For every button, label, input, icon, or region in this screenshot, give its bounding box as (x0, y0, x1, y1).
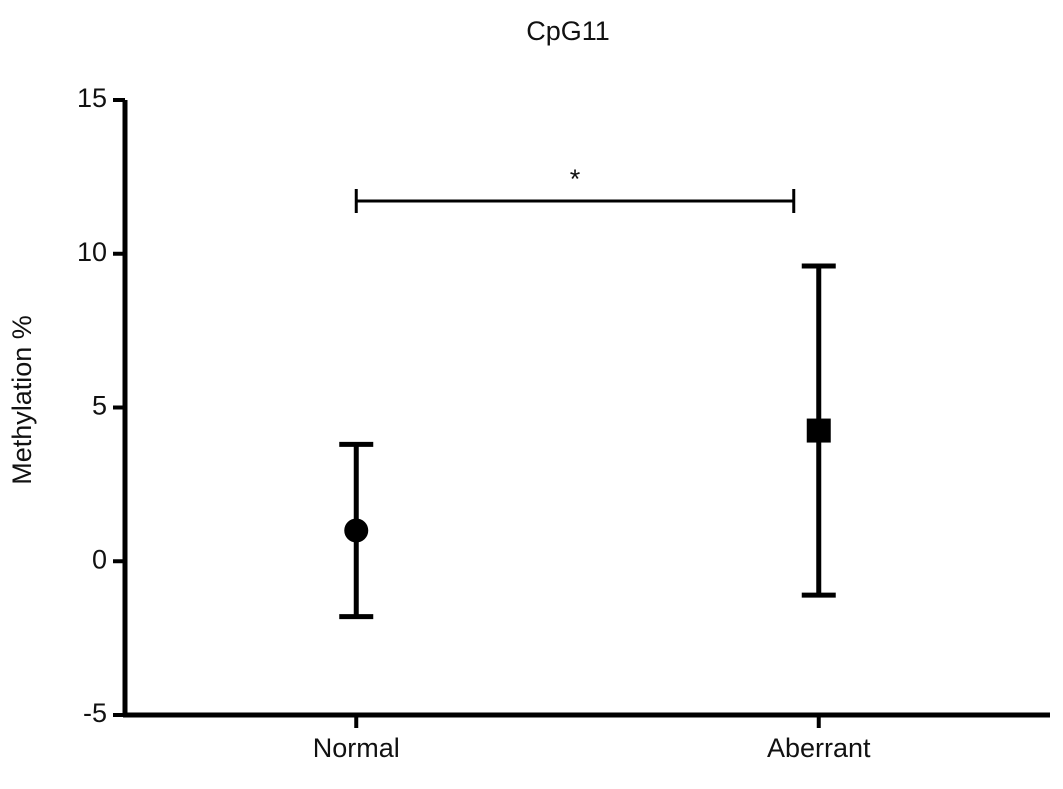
y-axis-label: Methylation % (7, 315, 37, 485)
y-tick-label: -5 (83, 698, 107, 728)
x-tick-label: Normal (313, 733, 400, 763)
marker (806, 418, 831, 443)
marker (344, 518, 369, 543)
y-tick-label: 5 (92, 391, 107, 421)
x-tick-label: Aberrant (767, 733, 871, 763)
y-tick-label: 10 (77, 237, 107, 267)
significance-label: * (570, 164, 581, 194)
y-tick-label: 15 (77, 83, 107, 113)
chart-title: CpG11 (526, 16, 610, 46)
y-tick-label: 0 (92, 544, 107, 574)
